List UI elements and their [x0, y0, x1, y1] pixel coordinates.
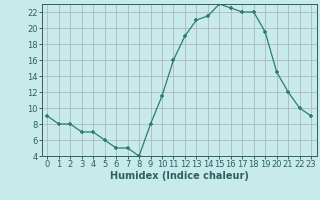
- X-axis label: Humidex (Indice chaleur): Humidex (Indice chaleur): [110, 171, 249, 181]
